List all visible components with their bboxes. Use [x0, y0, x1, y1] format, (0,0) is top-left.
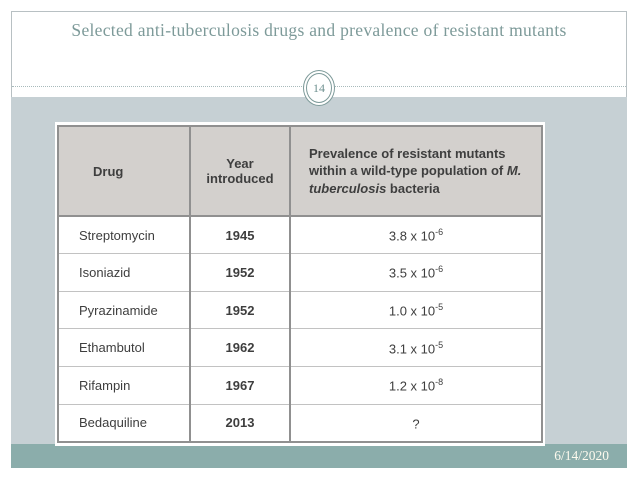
prevalence-exponent: -6: [435, 226, 444, 237]
year-introduced-cell: 1952: [189, 253, 290, 292]
prevalence-cell: 3.5 x 10-6: [289, 253, 542, 292]
year-introduced-cell: 1967: [189, 366, 290, 405]
prevalence-cell: 1.2 x 10-8: [289, 366, 542, 405]
drug-resistance-table: Drug Year introduced Prevalence of resis…: [57, 125, 543, 443]
year-introduced-cell: 2013: [189, 404, 290, 442]
prevalence-cell: 3.1 x 10-5: [289, 328, 542, 368]
prevalence-cell: 1.0 x 10-5: [289, 291, 542, 330]
drug-name-cell: Ethambutol: [58, 328, 190, 368]
table-row: Bedaquiline 2013 ?: [58, 404, 542, 442]
drug-table-image: Drug Year introduced Prevalence of resis…: [55, 122, 545, 446]
prevalence-exponent: -6: [435, 264, 444, 275]
slide-number-label: 14: [313, 80, 325, 95]
page-title: Selected anti-tuberculosis drugs and pre…: [71, 20, 567, 40]
table-row: Ethambutol 1962 3.1 x 10-5: [58, 328, 542, 368]
prevalence-exponent: -5: [435, 301, 444, 312]
column-header-prevalence: Prevalence of resistant mutants within a…: [289, 126, 542, 217]
drug-name-cell: Pyrazinamide: [58, 291, 190, 330]
table-row: Pyrazinamide 1952 1.0 x 10-5: [58, 291, 542, 330]
slide-number-badge: 14: [303, 70, 335, 106]
year-introduced-cell: 1952: [189, 291, 290, 330]
prevalence-value: 3.8 x 10: [388, 228, 436, 244]
drug-name-cell: Streptomycin: [58, 216, 190, 255]
year-introduced-cell: 1945: [189, 216, 290, 255]
drug-name-cell: Bedaquiline: [79, 415, 147, 431]
prevalence-cell: ?: [289, 404, 542, 442]
prevalence-cell: 3.8 x 10-6: [289, 216, 542, 255]
column-header-drug: Drug: [58, 126, 190, 217]
prevalence-exponent: -5: [435, 339, 444, 350]
prevalence-header-text: Prevalence of resistant mutants within a…: [309, 146, 507, 179]
table-row: Streptomycin 1945 3.8 x 10-6: [58, 216, 542, 255]
table-body: Streptomycin 1945 3.8 x 10-6 Isoniazid 1…: [58, 216, 542, 442]
drug-name-cell: Isoniazid: [58, 253, 190, 292]
prevalence-value: ?: [412, 416, 420, 432]
table-row: Isoniazid 1952 3.5 x 10-6: [58, 253, 542, 292]
footer-date: 6/14/2020: [554, 448, 609, 463]
prevalence-header-suffix: bacteria: [386, 180, 440, 196]
prevalence-header-species: M. tuberculosis: [309, 163, 522, 196]
prevalence-value: 1.2 x 10: [388, 378, 436, 394]
prevalence-value: 3.5 x 10: [388, 265, 436, 281]
prevalence-value: 3.1 x 10: [388, 340, 436, 356]
year-introduced-cell: 1962: [189, 328, 290, 368]
prevalence-value: 1.0 x 10: [388, 303, 436, 319]
table-header-row: Drug Year introduced Prevalence of resis…: [58, 126, 542, 217]
column-header-year: Year introduced: [189, 126, 290, 217]
drug-name-cell: Rifampin: [58, 366, 190, 405]
footer-bar: 6/14/2020: [11, 444, 627, 468]
table-row: Rifampin 1967 1.2 x 10-8: [58, 366, 542, 405]
prevalence-exponent: -8: [435, 377, 444, 388]
